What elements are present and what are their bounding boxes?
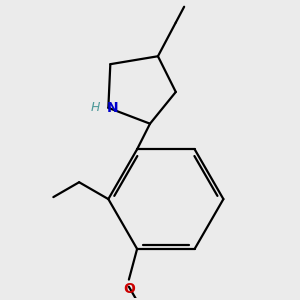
Text: O: O [123,282,135,296]
Text: H: H [90,101,100,114]
Text: N: N [106,101,118,115]
